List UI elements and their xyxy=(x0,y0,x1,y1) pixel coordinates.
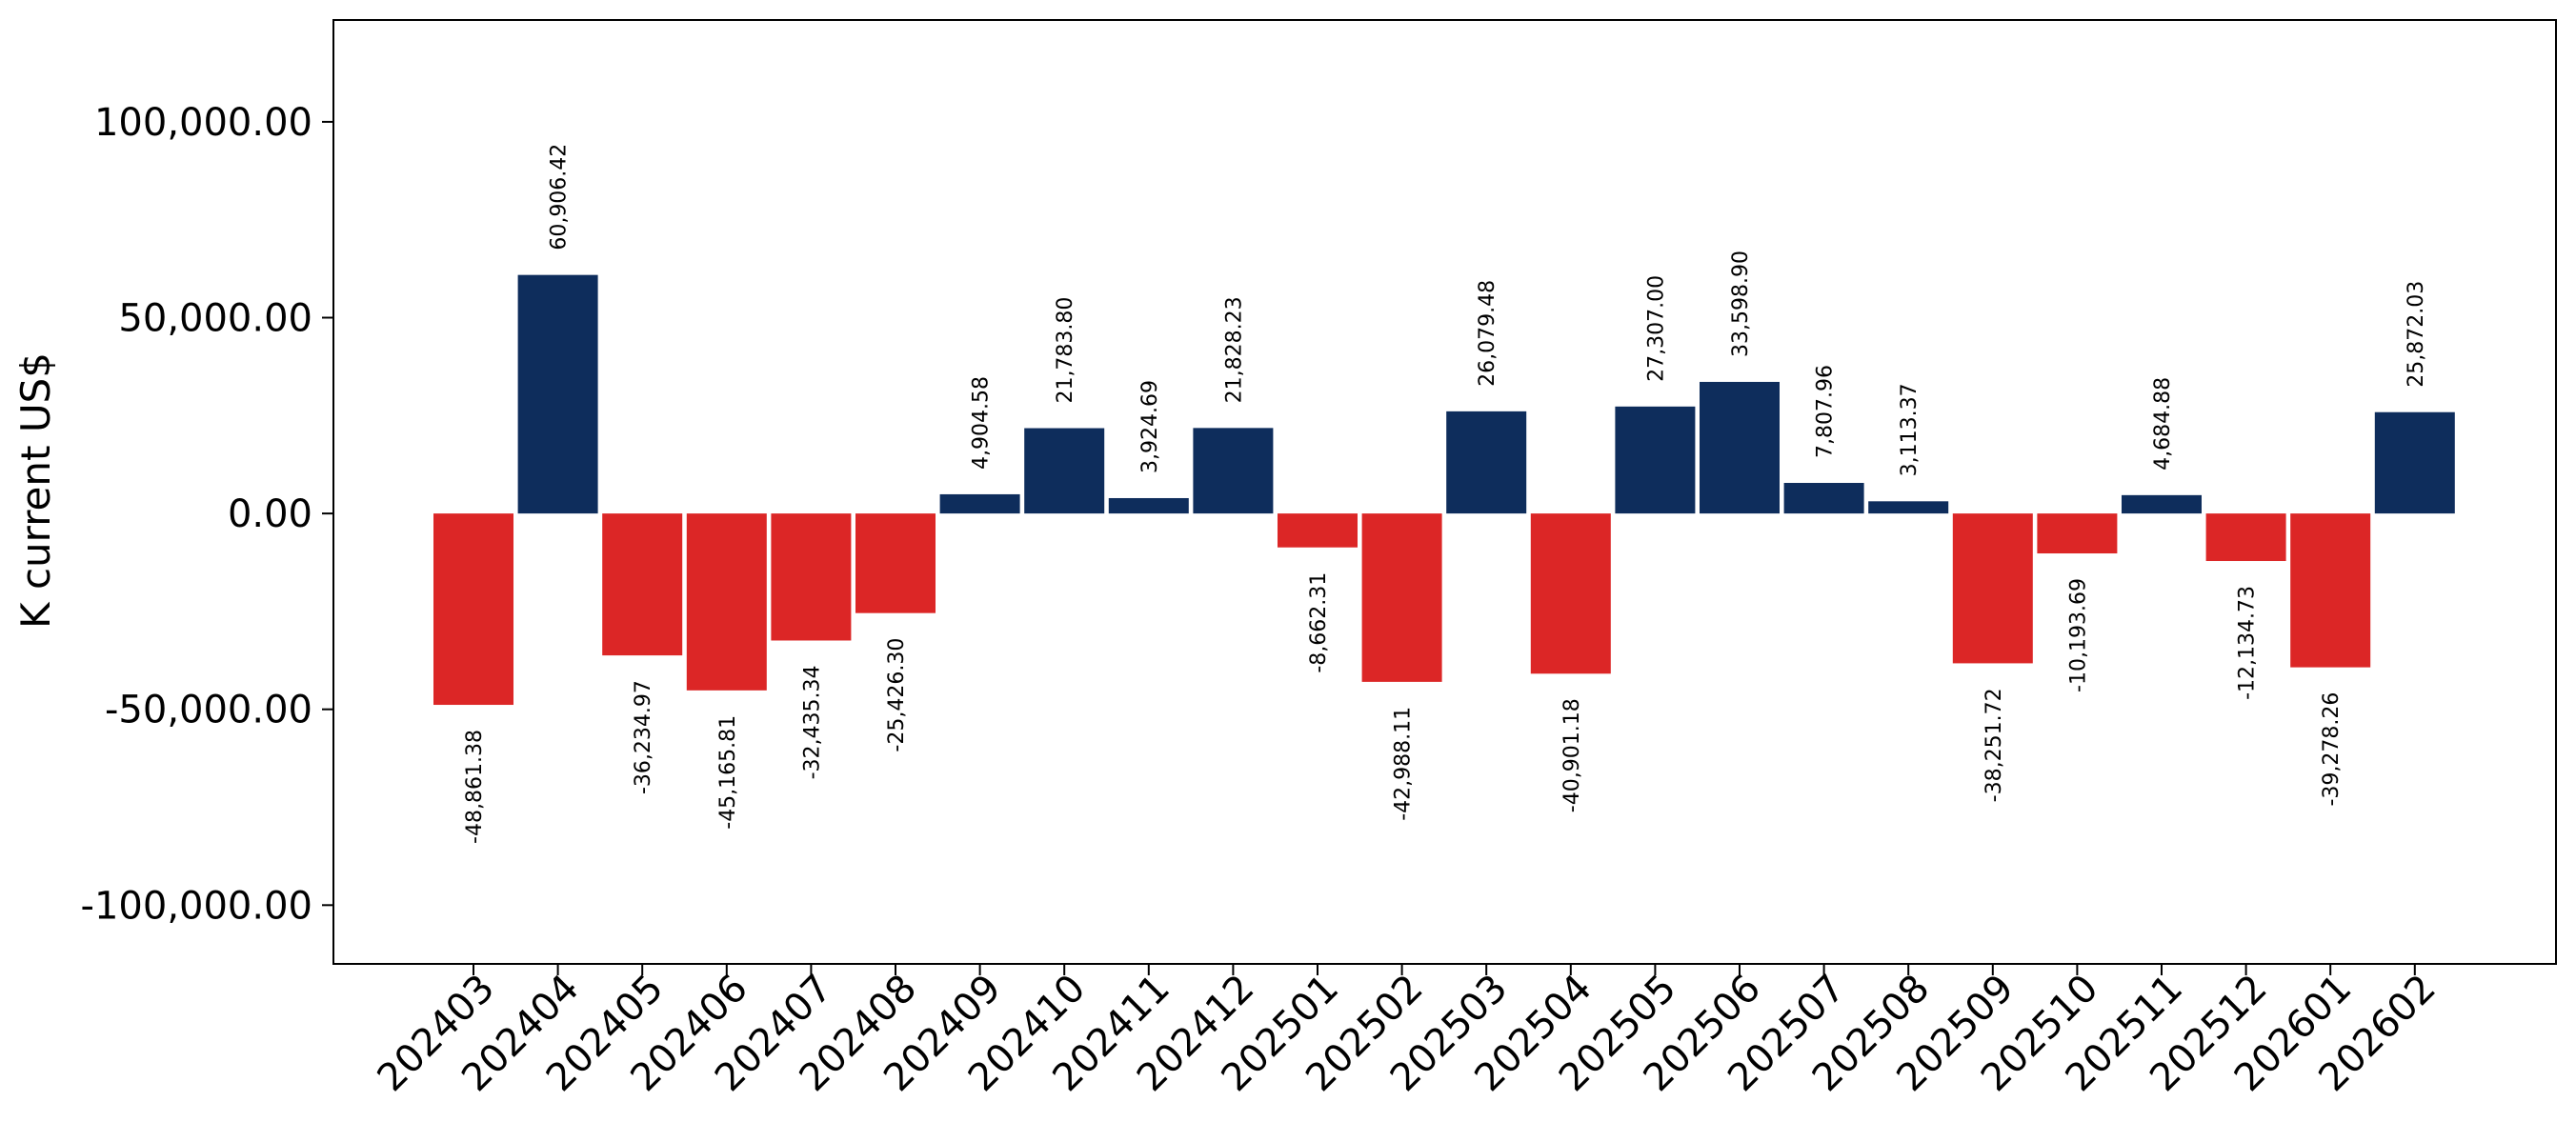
bar-202407 xyxy=(771,513,852,641)
bar-202502 xyxy=(1361,513,1442,682)
data-label: -45,165.81 xyxy=(716,715,740,830)
data-label: -38,251.72 xyxy=(1982,688,2006,802)
data-label: -12,134.73 xyxy=(2236,586,2260,700)
y-axis: -100,000.00 -50,000.00 0.00 50,000.00 100,00… xyxy=(81,101,333,928)
y-tick-label: 100,000.00 xyxy=(94,101,312,145)
bar-202602 xyxy=(2374,411,2455,514)
bar-202410 xyxy=(1024,428,1105,514)
x-axis: 2024032024042024052024062024072024082024… xyxy=(370,964,2445,1100)
y-tick-label: -100,000.00 xyxy=(81,884,312,928)
bar-202509 xyxy=(1952,513,2033,664)
bar-202504 xyxy=(1530,513,1611,674)
bar-202406 xyxy=(686,513,767,691)
data-label: -8,662.31 xyxy=(1307,572,1331,673)
bar-202411 xyxy=(1108,497,1189,514)
y-tick-label: -50,000.00 xyxy=(105,689,312,732)
bar-202511 xyxy=(2122,494,2202,514)
plot-frame xyxy=(332,19,2557,965)
y-axis-label: K current US$ xyxy=(12,352,59,629)
y-tick-label: 0.00 xyxy=(228,492,312,536)
data-label: -48,861.38 xyxy=(463,730,487,844)
bar-202512 xyxy=(2205,513,2286,562)
bar-202408 xyxy=(855,513,936,613)
data-labels: -48,861.38 60,906.42 -36,234.97 -45,165.81 -… xyxy=(463,144,2428,844)
data-label: -42,988.11 xyxy=(1392,707,1416,821)
bar-202412 xyxy=(1193,428,1274,514)
data-label: -39,278.26 xyxy=(2320,692,2344,807)
data-label: 7,807.96 xyxy=(1814,365,1838,458)
data-label: 21,783.80 xyxy=(1054,297,1077,404)
data-label: 27,307.00 xyxy=(1644,275,1668,382)
bar-202506 xyxy=(1700,381,1780,514)
bar-202508 xyxy=(1868,501,1949,514)
data-label: 26,079.48 xyxy=(1476,280,1499,387)
bar-202503 xyxy=(1446,411,1527,514)
data-label: 60,906.42 xyxy=(548,144,572,250)
bar-202403 xyxy=(433,513,513,706)
data-label: -32,435.34 xyxy=(800,665,824,779)
bar-202404 xyxy=(517,274,598,514)
bar-202505 xyxy=(1615,406,1696,514)
bar-202601 xyxy=(2290,513,2371,668)
bars xyxy=(433,274,2455,706)
bar-202405 xyxy=(602,513,683,656)
data-label: -10,193.69 xyxy=(2066,578,2090,692)
data-label: 33,598.90 xyxy=(1729,250,1753,357)
plot-area xyxy=(332,19,2557,965)
bar-202501 xyxy=(1278,513,1358,548)
data-label: -40,901.18 xyxy=(1560,698,1584,812)
data-label: 21,828.23 xyxy=(1222,296,1246,403)
data-label: 3,113.37 xyxy=(1898,383,1922,476)
data-label: 4,904.58 xyxy=(970,376,994,470)
bar-202510 xyxy=(2037,513,2118,554)
bar-202409 xyxy=(939,493,1020,514)
bar-202507 xyxy=(1783,483,1864,514)
data-label: 25,872.03 xyxy=(2405,281,2428,388)
data-label: 4,684.88 xyxy=(2151,377,2175,471)
data-label: 3,924.69 xyxy=(1138,380,1162,473)
y-tick-label: 50,000.00 xyxy=(118,297,312,341)
data-label: -25,426.30 xyxy=(885,638,909,752)
data-label: -36,234.97 xyxy=(632,680,655,794)
